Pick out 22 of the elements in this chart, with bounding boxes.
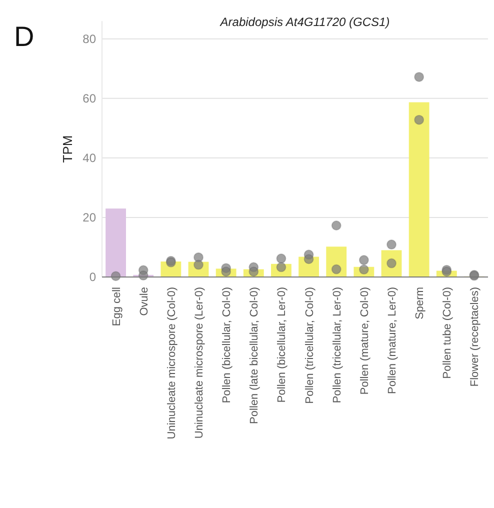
y-tick-label: 20 bbox=[82, 210, 96, 224]
x-tick-label: Pollen (mature, Col-0) bbox=[358, 287, 371, 395]
y-axis-title: TPM bbox=[60, 135, 75, 163]
x-tick-label: Pollen (tricellular, Ler-0) bbox=[331, 287, 344, 404]
y-tick-label: 60 bbox=[82, 91, 96, 106]
x-tick-label: Flower (receptacles) bbox=[469, 287, 482, 387]
x-tick-label: Pollen (tricellular, Col-0) bbox=[304, 287, 316, 404]
y-tick-label: 80 bbox=[82, 32, 96, 46]
x-tick-label: Uninucleate microspore (Ler-0) bbox=[194, 287, 206, 439]
y-tick-label: 40 bbox=[82, 150, 96, 165]
x-tick-label: Pollen (bicellular, Col-0) bbox=[221, 287, 234, 404]
x-tick-label: Uninucleate microspore (Col-0) bbox=[166, 287, 178, 440]
x-tick-label: Pollen (late bicellular, Col-0) bbox=[248, 287, 261, 424]
x-tick-label: Pollen tube (Col-0) bbox=[442, 287, 454, 379]
x-tick-label: Ovule bbox=[138, 287, 150, 316]
x-tick-label: Egg cell bbox=[110, 287, 123, 326]
x-tick-label: Sperm bbox=[414, 287, 426, 320]
text: D bbox=[14, 21, 34, 52]
x-tick-label: Pollen (bicellular, Ler-0) bbox=[276, 287, 288, 403]
chart-title: Arabidopsis At4G11720 (GCS1) bbox=[219, 15, 390, 29]
y-tick-label: 0 bbox=[89, 270, 96, 284]
x-tick-label: Pollen (mature, Ler-0) bbox=[386, 287, 398, 394]
